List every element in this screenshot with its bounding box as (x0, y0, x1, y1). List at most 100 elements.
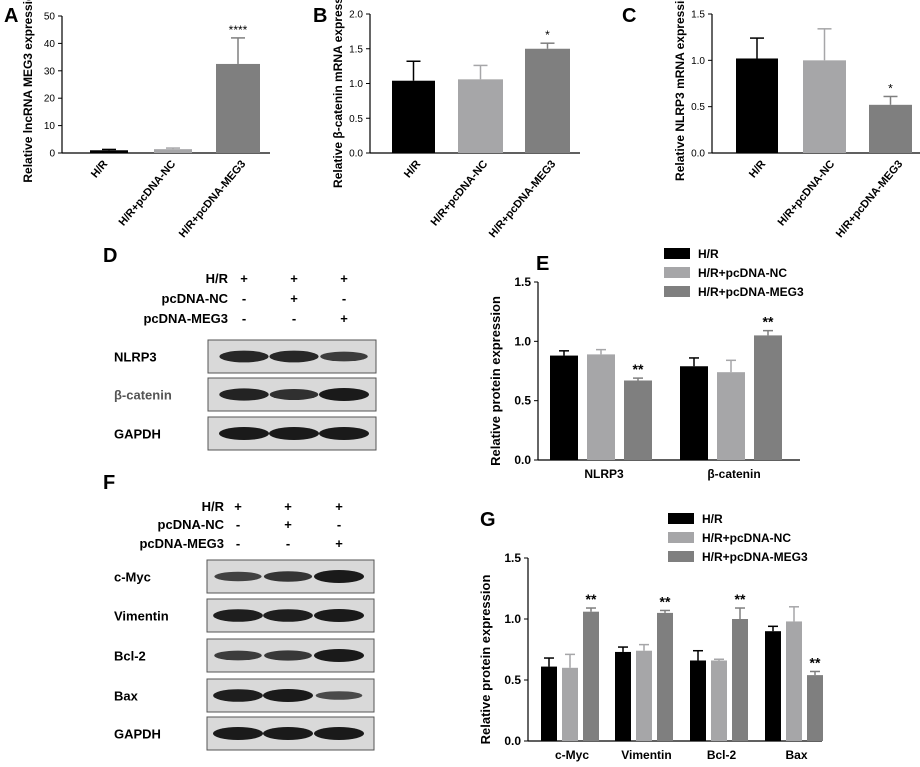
chart-E: 0.0 0.5 1.0 1.5 Relative protein expression *… (488, 247, 804, 481)
bar (807, 675, 823, 741)
bar (624, 380, 652, 460)
bar (541, 666, 557, 741)
protein-band (314, 609, 364, 622)
chart-A: 0 10 20 30 40 50 Relative lncRNA MEG3 expressi… (21, 0, 270, 240)
protein-band (269, 427, 319, 440)
bar (869, 104, 912, 153)
y-tick-label: 10 (44, 121, 56, 132)
x-tick-label: NLRP3 (584, 467, 624, 481)
protein-band (319, 388, 369, 401)
significance-label: ** (763, 314, 774, 330)
y-tick-label: 0.0 (514, 453, 531, 467)
condition-mark: + (340, 271, 348, 286)
protein-band (263, 609, 313, 622)
protein-band (213, 727, 263, 740)
bar (583, 611, 599, 741)
bar (154, 149, 192, 153)
protein-band (219, 427, 269, 440)
condition-mark: - (286, 536, 290, 551)
condition-mark: - (236, 517, 240, 532)
y-tick-label: 1.5 (504, 551, 521, 565)
significance-label: * (888, 81, 893, 95)
y-axis-label: Relative protein expression (488, 296, 503, 466)
condition-mark: + (284, 499, 292, 514)
panel-label-F: F (103, 472, 115, 494)
bar (615, 651, 631, 741)
significance-label: ** (660, 593, 671, 609)
chart-B: 0.0 0.5 1.0 1.5 2.0 Relative β-catenin mRNA e… (331, 0, 580, 240)
bar (717, 372, 745, 460)
y-tick-label: 1.5 (349, 44, 363, 55)
bar (690, 660, 706, 741)
y-tick-label: 2.0 (349, 10, 363, 21)
condition-mark: - (342, 291, 346, 306)
bar (90, 150, 128, 153)
panel-label-G: G (480, 509, 496, 531)
condition-mark: - (242, 311, 246, 326)
x-tick-label: β-catenin (707, 467, 760, 481)
legend-label: H/R (702, 512, 723, 526)
protein-label: NLRP3 (114, 350, 157, 365)
panel-label-A: A (4, 5, 18, 27)
bar (550, 355, 578, 460)
x-tick-label: Bax (785, 748, 807, 762)
bar (803, 60, 846, 154)
legend-label: H/R+pcDNA-MEG3 (698, 285, 804, 299)
condition-mark: - (292, 311, 296, 326)
x-tick-label: H/R (89, 158, 110, 180)
protein-band (315, 691, 363, 700)
y-tick-label: 0.5 (349, 114, 363, 125)
significance-label: ** (633, 361, 644, 377)
protein-label: GAPDH (114, 427, 161, 442)
protein-label: Bax (114, 689, 139, 704)
condition-label: pcDNA-NC (158, 517, 225, 532)
protein-label: β-catenin (114, 388, 172, 403)
y-tick-label: 0.5 (691, 102, 705, 113)
y-tick-label: 1.0 (504, 612, 521, 626)
protein-band (263, 571, 313, 582)
legend-label: H/R+pcDNA-NC (702, 531, 791, 545)
condition-mark: + (290, 291, 298, 306)
protein-label: Vimentin (114, 609, 169, 624)
protein-band (319, 427, 369, 440)
x-tick-label: c-Myc (555, 748, 589, 762)
significance-label: **** (229, 23, 248, 37)
bar (525, 48, 570, 153)
y-tick-label: 50 (44, 12, 56, 23)
bar (392, 80, 435, 153)
condition-mark: + (240, 271, 248, 286)
y-tick-label: 40 (44, 39, 56, 50)
y-tick-label: 1.0 (349, 79, 363, 90)
y-tick-label: 1.5 (514, 275, 531, 289)
bar (786, 621, 802, 741)
condition-mark: + (234, 499, 242, 514)
panel-label-B: B (313, 5, 327, 27)
bar (711, 660, 727, 741)
bar (657, 612, 673, 741)
protein-label: GAPDH (114, 727, 161, 742)
y-tick-label: 20 (44, 94, 56, 105)
bar (458, 79, 503, 153)
bar (732, 619, 748, 741)
x-tick-label: H/R+pcDNA-MEG3 (487, 158, 558, 240)
x-tick-label: Vimentin (621, 748, 671, 762)
condition-mark: + (290, 271, 298, 286)
protein-band (269, 389, 319, 400)
legend-swatch (668, 532, 694, 543)
protein-band (264, 650, 312, 661)
legend-swatch (664, 248, 690, 259)
protein-band (314, 570, 364, 583)
significance-label: * (545, 28, 550, 42)
y-tick-label: 1.5 (691, 10, 705, 21)
legend-swatch (668, 513, 694, 524)
bar (587, 354, 615, 460)
legend-label: H/R (698, 247, 719, 261)
y-axis-label: Relative protein expression (478, 575, 493, 745)
legend-swatch (664, 286, 690, 297)
x-tick-label: H/R+pcDNA-MEG3 (834, 158, 905, 240)
legend-swatch (668, 551, 694, 562)
y-axis-label: Relative lncRNA MEG3 expression (21, 0, 35, 183)
bar (754, 335, 782, 460)
bar (765, 631, 781, 741)
